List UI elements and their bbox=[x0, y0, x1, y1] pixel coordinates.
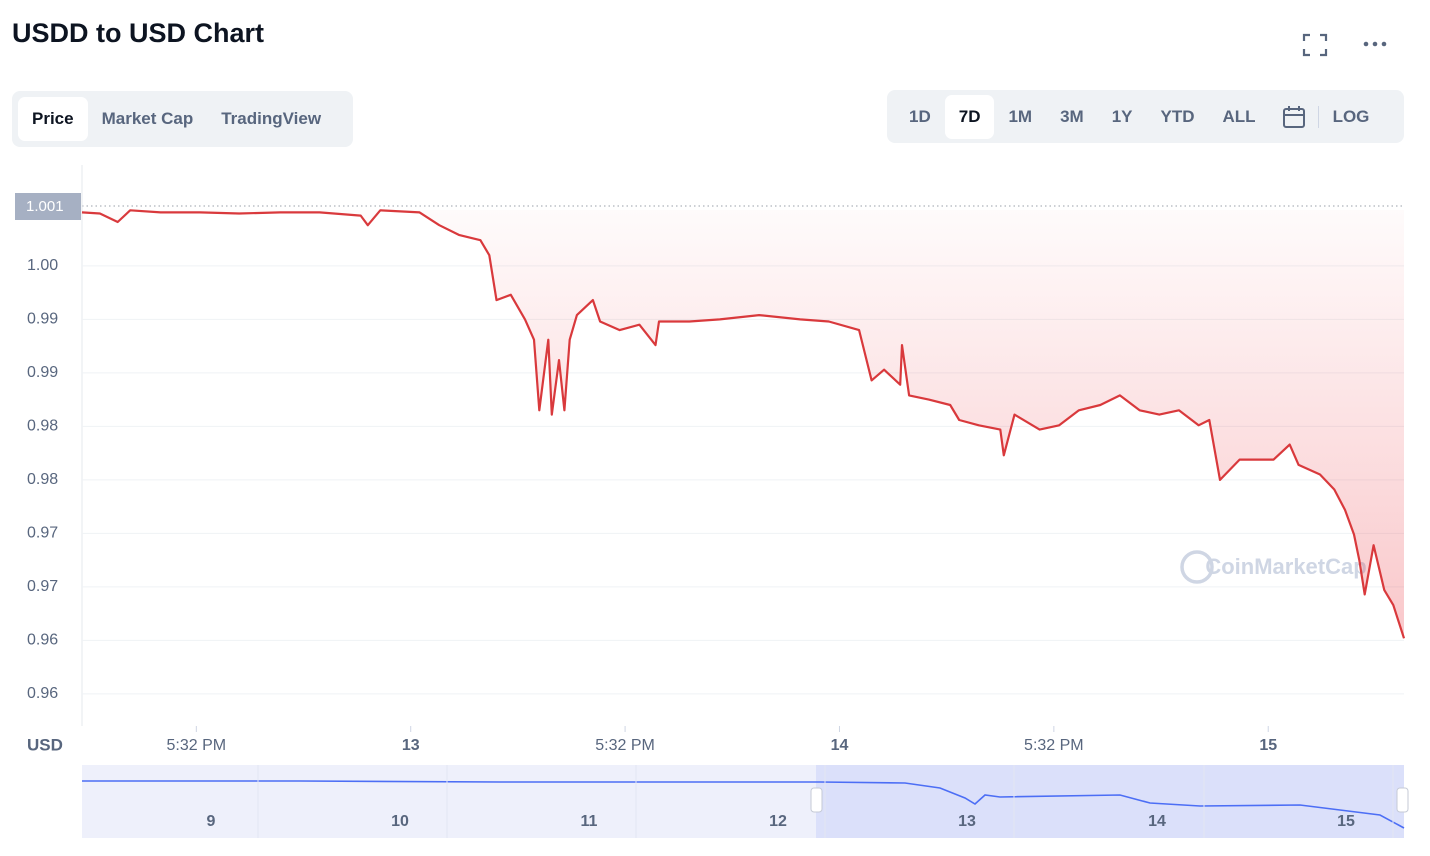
range-button[interactable]: YTD bbox=[1160, 106, 1195, 126]
range-group: 1D 7D 1M 3M 1Y YTD ALL LOG bbox=[887, 90, 1404, 143]
navigator-label: 12 bbox=[769, 813, 787, 830]
tab-button[interactable]: Market Cap bbox=[101, 109, 194, 128]
tab-button[interactable]: TradingView bbox=[221, 109, 322, 128]
watermark-logo bbox=[1180, 550, 1214, 584]
fullscreen-icon[interactable] bbox=[1302, 33, 1328, 57]
y-tick-label: 0.99 bbox=[27, 364, 58, 381]
x-tick-label: 14 bbox=[831, 737, 849, 754]
navigator bbox=[82, 765, 1404, 838]
x-tick-label: 5:32 PM bbox=[595, 737, 655, 754]
navigator-label: 14 bbox=[1148, 813, 1166, 830]
area-fill bbox=[82, 210, 1404, 639]
navigator-label: 13 bbox=[958, 813, 976, 830]
x-tick-label: 13 bbox=[402, 737, 420, 754]
range-button[interactable]: 1Y bbox=[1111, 106, 1133, 126]
navigator-label: 15 bbox=[1337, 813, 1355, 830]
range-button[interactable]: 1M bbox=[1008, 106, 1033, 126]
tab-group: Price Market Cap TradingView bbox=[12, 91, 353, 147]
y-tick-label: 0.98 bbox=[27, 471, 58, 488]
calendar-button[interactable] bbox=[1270, 105, 1319, 128]
y-tick-label: 1.00 bbox=[27, 257, 58, 274]
navigator-handle[interactable] bbox=[1396, 787, 1409, 813]
y-tick-label: 0.97 bbox=[27, 578, 58, 595]
page-title: USDD to USD Chart bbox=[12, 18, 265, 48]
navigator-handle[interactable] bbox=[810, 787, 823, 813]
log-button[interactable]: LOG bbox=[1332, 106, 1370, 126]
navigator-selection bbox=[816, 765, 1404, 838]
x-tick-label: 5:32 PM bbox=[1024, 737, 1084, 754]
price-line bbox=[81, 209, 1406, 639]
y-axis-label: USD bbox=[27, 735, 63, 754]
navigator-label: 9 bbox=[207, 813, 216, 830]
y-tick-label: 0.96 bbox=[27, 685, 58, 702]
annotation-box bbox=[15, 193, 81, 220]
calendar-icon bbox=[1282, 105, 1305, 128]
y-tick-label: 0.96 bbox=[27, 632, 58, 649]
range-button[interactable]: ALL bbox=[1222, 106, 1256, 126]
tab-button[interactable]: Price bbox=[18, 97, 88, 141]
navigator-line bbox=[82, 780, 1405, 829]
navigator-label: 10 bbox=[391, 813, 409, 830]
annotation: 1.001 bbox=[26, 198, 64, 215]
watermark: CoinMarketCap bbox=[1205, 554, 1366, 579]
range-button[interactable]: 3M bbox=[1060, 106, 1084, 126]
navigator-label: 11 bbox=[581, 813, 598, 830]
range-button[interactable]: 1D bbox=[909, 106, 931, 126]
y-tick-label: 0.97 bbox=[27, 525, 58, 542]
x-tick-label: 15 bbox=[1259, 737, 1277, 754]
range-button[interactable]: 7D bbox=[944, 94, 995, 139]
x-tick-label: 5:32 PM bbox=[167, 737, 227, 754]
y-tick-label: 0.99 bbox=[27, 311, 58, 328]
y-tick-label: 0.98 bbox=[27, 418, 58, 435]
more-icon[interactable] bbox=[1362, 38, 1390, 50]
